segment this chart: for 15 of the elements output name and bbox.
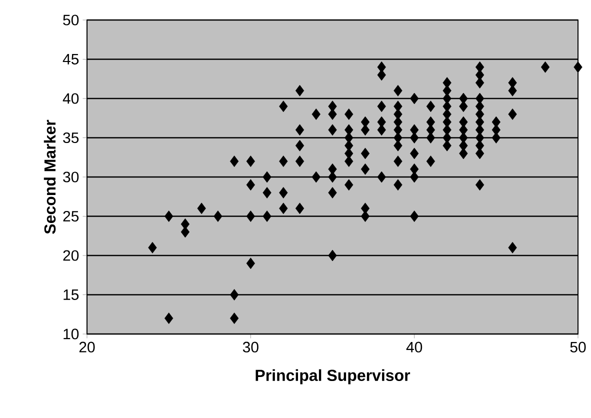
y-tick-label: 20 [63, 250, 79, 261]
y-tick-label: 25 [63, 210, 79, 222]
y-tick-label: 45 [62, 54, 79, 64]
y-tick-label: 30 [63, 172, 79, 182]
y-tick-label: 40 [62, 93, 79, 104]
x-tick-label: 50 [570, 342, 586, 352]
y-tick-label: 15 [64, 290, 79, 300]
x-axis-title: Principal Supervisor [256, 369, 410, 384]
x-tick-label: 20 [79, 342, 95, 352]
y-axis-title: Second Marker [44, 120, 56, 234]
y-tick-label: 10 [64, 328, 79, 340]
y-tick-label: 35 [63, 132, 79, 144]
x-tick-label: 30 [242, 342, 258, 352]
y-tick-label: 50 [63, 14, 79, 26]
x-tick-label: 40 [406, 342, 422, 352]
